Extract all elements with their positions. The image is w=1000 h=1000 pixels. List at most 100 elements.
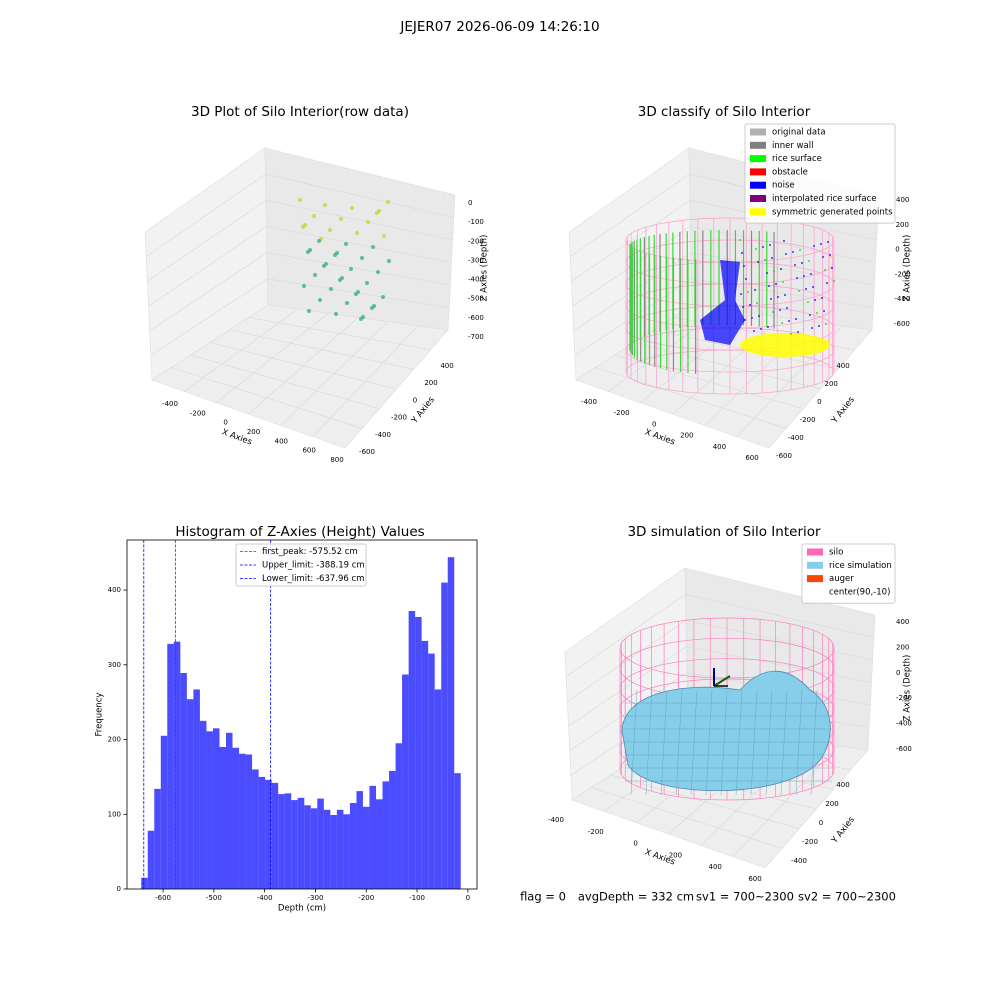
- x-axis-label: Depth (cm): [278, 904, 326, 914]
- cloud-dot: [381, 295, 385, 299]
- surface-mesh: [780, 689, 788, 796]
- bar: [330, 815, 337, 889]
- noise-dot: [811, 327, 813, 329]
- noise-dot: [758, 315, 760, 317]
- pane-grid: [690, 252, 875, 286]
- noise-dot: [833, 280, 835, 282]
- noise-dot: [805, 288, 807, 290]
- pane-grid: [686, 646, 872, 683]
- bar: [160, 735, 168, 889]
- cloud-dot: [328, 228, 332, 232]
- cloud-dot: [365, 281, 369, 285]
- legend-swatch: [750, 208, 766, 216]
- y-axis-label: Y Axies: [829, 395, 857, 427]
- x-tick-label: 0: [652, 420, 656, 428]
- surface-mesh: [810, 689, 818, 796]
- bar: [402, 674, 409, 889]
- noise-dot: [747, 291, 749, 293]
- bar: [206, 731, 213, 889]
- y-tick-label: 200: [825, 800, 838, 808]
- y-tick-label: 400: [108, 586, 121, 594]
- noise-dot: [823, 310, 825, 312]
- footer-text: avgDepth = 332 cm: [578, 890, 694, 904]
- surface-mesh: [795, 689, 803, 796]
- noise-dot: [782, 281, 784, 283]
- legend-label: interpolated rice surface: [772, 194, 877, 204]
- z-tick-label: -400: [468, 276, 484, 284]
- x-tick-label: -600: [155, 894, 171, 902]
- cloud-dot: [338, 278, 342, 282]
- noise-points: [700, 260, 745, 345]
- z-axis-label: Z Axies (Depth): [903, 235, 913, 302]
- y-tick-label: 0: [817, 398, 821, 406]
- x-tick-label: -500: [206, 894, 222, 902]
- legend-box: [744, 123, 896, 224]
- z-tick-label: -400: [894, 295, 910, 303]
- cloud-dot: [360, 256, 364, 260]
- legend-label: center(90,-10): [829, 587, 890, 597]
- noise-dot: [788, 320, 790, 322]
- noise-dot: [767, 326, 769, 328]
- bar: [252, 769, 259, 889]
- noise-dot: [769, 244, 771, 246]
- noise-dot: [831, 267, 833, 269]
- noise-dot: [743, 265, 745, 267]
- noise-dot: [779, 309, 781, 311]
- pane-grid: [567, 620, 687, 702]
- legend-box: [801, 543, 896, 604]
- noise-dot: [773, 270, 775, 272]
- noise-dot: [798, 290, 800, 292]
- bar: [434, 689, 442, 889]
- y-tick-label: -400: [788, 434, 804, 442]
- x-tick-label: -200: [190, 409, 206, 417]
- noise-dot: [829, 254, 831, 256]
- z-tick-label: -200: [896, 694, 912, 702]
- x-tick-label: -400: [581, 398, 597, 406]
- x-tick-label: -200: [588, 828, 604, 836]
- x-tick-label: -400: [548, 816, 564, 824]
- x-tick-label: -200: [358, 894, 374, 902]
- bar: [362, 806, 370, 889]
- noise-dot: [786, 307, 788, 309]
- legend-label: obstacle: [772, 167, 808, 177]
- axes-frame: [126, 539, 478, 890]
- pane-grid: [565, 593, 686, 677]
- surface-mesh: [720, 689, 728, 796]
- noise-dot: [794, 264, 796, 266]
- cloud-dot: [298, 198, 302, 202]
- bar: [180, 673, 187, 889]
- bar: [310, 808, 318, 889]
- bar: [415, 616, 422, 889]
- y-tick-label: 400: [836, 781, 849, 789]
- x-tick-label: 400: [713, 443, 726, 451]
- x-tick-label: 400: [709, 863, 722, 871]
- noise-dot: [821, 297, 823, 299]
- noise-dot: [756, 302, 758, 304]
- legend-swatch: [750, 141, 766, 149]
- noise-dot: [745, 278, 747, 280]
- legend-box: [235, 543, 367, 587]
- pane-grid: [568, 646, 687, 727]
- pane-grid: [265, 200, 453, 241]
- generated-points: [740, 333, 830, 357]
- z-tick-label: -600: [896, 745, 912, 753]
- noise-dot: [790, 333, 792, 335]
- pane-grid: [248, 317, 431, 350]
- z-tick-label: 0: [895, 246, 899, 254]
- noise-dot: [770, 298, 772, 300]
- bar: [239, 753, 246, 889]
- y-tick-label: 200: [825, 380, 838, 388]
- plot-title: 3D simulation of Silo Interior: [627, 524, 821, 540]
- noise-dot: [740, 293, 742, 295]
- z-tick-label: 400: [896, 196, 909, 204]
- legend-swatch: [750, 128, 766, 136]
- bar: [271, 782, 279, 889]
- z-tick-label: 200: [896, 643, 909, 651]
- noise-dot: [799, 249, 801, 251]
- cloud-dot: [334, 312, 338, 316]
- noise-dot: [781, 322, 783, 324]
- legend-label: silo: [829, 548, 843, 558]
- bar: [141, 877, 148, 889]
- cloud-dot: [345, 301, 349, 305]
- noise-dot: [827, 241, 829, 243]
